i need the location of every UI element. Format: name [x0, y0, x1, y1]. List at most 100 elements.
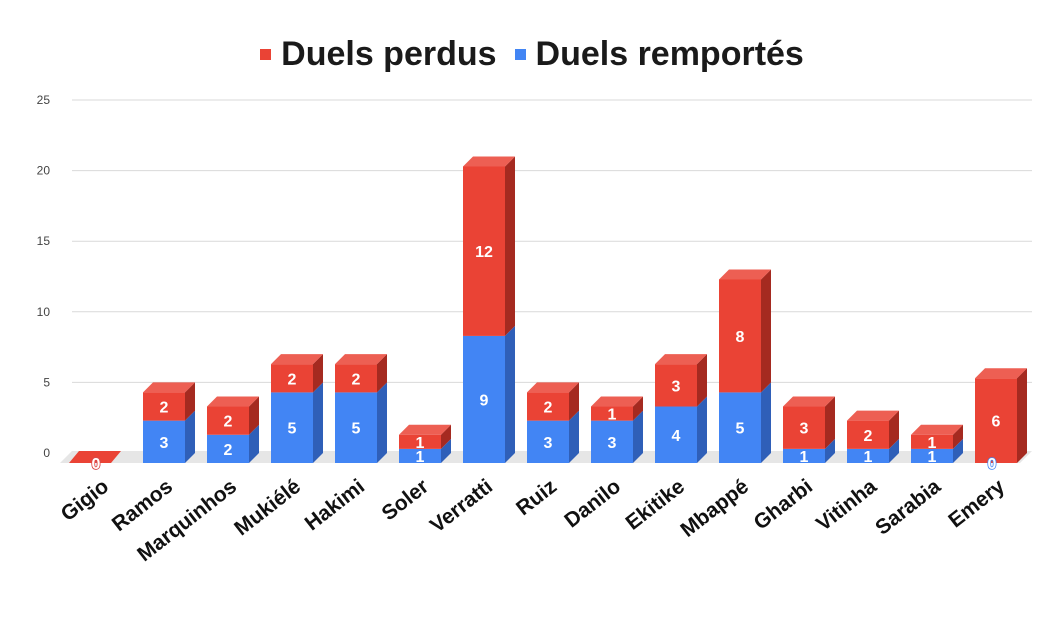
bar-segment [591, 420, 633, 463]
bar-side [377, 382, 387, 463]
bar-side [313, 382, 323, 463]
data-label: 3 [544, 435, 553, 452]
bar-side [185, 382, 195, 421]
bar-top [975, 368, 1027, 379]
x-tick-label: Ruiz [512, 475, 561, 520]
y-tick-label: 5 [43, 375, 50, 389]
data-label: 2 [288, 371, 297, 388]
bar-top [847, 410, 899, 421]
y-tick-label: 0 [43, 446, 50, 460]
data-label: 1 [864, 449, 873, 466]
data-label: 1 [928, 435, 937, 452]
data-label: 1 [608, 407, 617, 424]
bar-segment [911, 434, 953, 449]
y-tick-label: 25 [37, 93, 51, 107]
bar-segment [399, 448, 441, 463]
bar-top [463, 156, 515, 167]
data-label-zero: 0 [92, 456, 101, 473]
data-label: 3 [608, 435, 617, 452]
bar-segment [783, 406, 825, 449]
data-label: 2 [224, 442, 233, 459]
x-tick-label: Gigio [57, 475, 113, 526]
bar-side [441, 438, 451, 463]
bar-top [655, 354, 707, 365]
bar-segment [207, 406, 249, 435]
bar-segment [591, 406, 633, 421]
bar-top [911, 424, 963, 435]
bar-side [377, 354, 387, 393]
legend-item-duels-perdus[interactable]: Duels perdus [260, 34, 497, 74]
bar-segment [847, 448, 889, 463]
bar-side [825, 396, 835, 449]
bar-top [591, 396, 643, 407]
data-label: 1 [416, 449, 425, 466]
bar-segment [527, 420, 569, 463]
bar-top [207, 396, 259, 407]
x-tick-label: Sarabia [871, 475, 945, 540]
bar-segment [975, 378, 1017, 463]
legend-label: Duels remportés [535, 34, 804, 73]
bar-segment [143, 392, 185, 421]
bar-side [1017, 368, 1027, 463]
bar-segment [911, 448, 953, 463]
bar-segment [335, 364, 377, 393]
x-tick-label: Mbappé [676, 475, 753, 542]
legend-swatch-red [260, 48, 272, 60]
legend-item-duels-remportes[interactable]: Duels remportés [514, 34, 804, 74]
data-label: 8 [736, 329, 745, 346]
x-tick-label: Emery [944, 475, 1009, 533]
y-tick-label: 10 [37, 305, 51, 319]
zero-bar-marker [69, 451, 121, 463]
data-label: 5 [288, 421, 297, 438]
bar-side [633, 410, 643, 463]
legend-label: Duels perdus [281, 34, 497, 73]
bar-segment [271, 364, 313, 393]
data-label: 6 [992, 414, 1001, 431]
data-label: 1 [416, 435, 425, 452]
bar-side [569, 382, 579, 421]
data-label: 1 [800, 449, 809, 466]
bar-segment [655, 364, 697, 407]
bar-side [889, 410, 899, 449]
bar-segment [783, 448, 825, 463]
data-label: 12 [475, 244, 493, 261]
bar-side [697, 354, 707, 407]
data-label: 3 [672, 378, 681, 395]
bar-side [249, 424, 259, 463]
data-label: 5 [352, 421, 361, 438]
bar-top [719, 269, 771, 280]
bar-segment [463, 166, 505, 336]
bar-segment [143, 420, 185, 463]
x-tick-label: Verratti [426, 475, 497, 538]
bar-segment [719, 392, 761, 463]
y-tick-label: 15 [37, 234, 51, 248]
data-label: 1 [928, 449, 937, 466]
y-tick-label: 20 [37, 164, 51, 178]
bar-side [761, 269, 771, 393]
bar-segment [399, 434, 441, 449]
bar-side [633, 396, 643, 421]
bar-segment [719, 279, 761, 393]
x-tick-label: Vitinha [812, 475, 881, 536]
bar-side [825, 438, 835, 463]
chart-legend: Duels perdus Duels remportés [0, 24, 1064, 84]
data-label: 2 [544, 400, 553, 417]
x-tick-label: Mukiélé [230, 475, 305, 541]
bar-top [335, 354, 387, 365]
bar-segment [463, 335, 505, 463]
bar-top [399, 424, 451, 435]
data-label: 4 [672, 428, 681, 445]
bar-side [569, 410, 579, 463]
bar-side [953, 424, 963, 449]
data-label-zero: 0 [988, 456, 997, 473]
bar-side [889, 438, 899, 463]
bar-segment [271, 392, 313, 463]
x-tick-label: Soler [378, 475, 434, 525]
bar-side [953, 438, 963, 463]
data-label: 2 [864, 428, 873, 445]
data-label: 3 [800, 421, 809, 438]
x-tick-label: Hakimi [301, 475, 369, 536]
x-tick-label: Gharbi [750, 475, 817, 535]
data-label: 9 [480, 392, 489, 409]
